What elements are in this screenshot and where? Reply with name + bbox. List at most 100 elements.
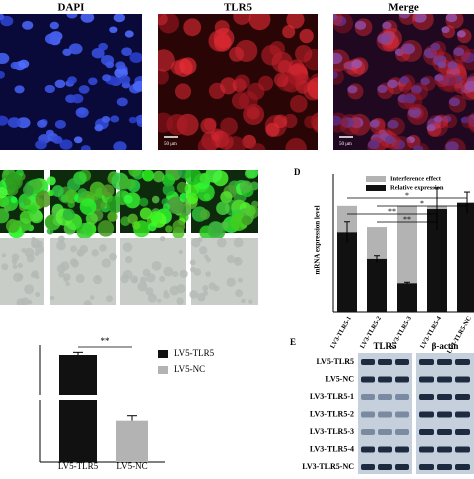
actin-band bbox=[419, 394, 434, 400]
significance-label: ** bbox=[403, 215, 411, 224]
nucleus bbox=[441, 26, 450, 34]
nucleus bbox=[413, 145, 424, 150]
green-cell bbox=[51, 185, 64, 197]
green-cell bbox=[162, 183, 175, 196]
bf-cell bbox=[202, 290, 209, 296]
tlr5-signal bbox=[283, 113, 298, 129]
nucleus bbox=[80, 14, 95, 23]
tlr5-signal bbox=[235, 39, 258, 62]
bf-cell bbox=[178, 249, 184, 255]
green-cell bbox=[5, 172, 23, 191]
nucleus bbox=[387, 79, 398, 89]
legend-label: LV5-NC bbox=[174, 364, 205, 374]
micrograph bbox=[0, 14, 142, 150]
tlr5-signal bbox=[277, 59, 292, 74]
bar bbox=[397, 283, 417, 312]
green-cell bbox=[118, 177, 132, 190]
tlr5-band bbox=[378, 446, 392, 453]
nucleus bbox=[7, 117, 21, 128]
tlr5-signal bbox=[234, 74, 250, 90]
tlr5-band bbox=[378, 376, 392, 383]
bf-cell bbox=[101, 258, 112, 268]
tlr5-signal bbox=[217, 133, 234, 150]
green-cell bbox=[107, 211, 118, 222]
green-cell bbox=[244, 205, 256, 217]
green-cell bbox=[89, 181, 106, 197]
tlr5-signal bbox=[460, 48, 474, 71]
nucleus bbox=[115, 61, 126, 70]
nucleus bbox=[110, 115, 120, 123]
bf-cell bbox=[30, 272, 37, 279]
nucleus bbox=[73, 136, 83, 144]
bf-cell bbox=[179, 269, 188, 278]
nucleus bbox=[369, 119, 380, 128]
nucleus bbox=[399, 76, 410, 84]
bf-cell bbox=[13, 272, 23, 283]
nucleus bbox=[467, 114, 474, 124]
nucleus bbox=[333, 14, 338, 21]
bf-cell bbox=[89, 295, 95, 300]
nucleus bbox=[105, 61, 115, 69]
green-cell bbox=[151, 195, 160, 204]
nucleus bbox=[113, 14, 126, 23]
nucleus bbox=[35, 140, 47, 150]
actin-band bbox=[437, 376, 452, 383]
tlr5-signal bbox=[347, 83, 364, 100]
bf-cell bbox=[241, 298, 246, 304]
tlr5-signal bbox=[411, 14, 434, 31]
bf-cell bbox=[24, 247, 35, 258]
actin-band bbox=[419, 359, 434, 365]
actin-band bbox=[437, 446, 452, 453]
nucleus bbox=[420, 77, 430, 86]
tlr5-band bbox=[395, 464, 409, 470]
tlr5-signal bbox=[238, 91, 258, 111]
actin-band bbox=[455, 429, 470, 435]
nucleus bbox=[16, 117, 31, 129]
tlr5-signal bbox=[174, 83, 192, 100]
tlr5-signal bbox=[434, 72, 450, 88]
green-cell bbox=[149, 210, 163, 224]
bar bbox=[59, 400, 97, 462]
legend-label: LV5-TLR5 bbox=[174, 348, 215, 358]
bf-cell bbox=[35, 291, 41, 297]
bf-cell bbox=[193, 268, 202, 276]
green-cell bbox=[35, 190, 53, 208]
actin-band bbox=[455, 411, 470, 418]
tlr5-signal bbox=[387, 77, 405, 95]
bar bbox=[367, 258, 387, 312]
tlr5-signal bbox=[183, 18, 202, 37]
bf-cell bbox=[199, 246, 208, 255]
green-cell bbox=[67, 178, 81, 192]
blot-row: LV5-TLR5 bbox=[317, 357, 355, 366]
bf-cell bbox=[75, 273, 85, 284]
bar bbox=[457, 202, 474, 312]
y-axis-label: mRNA expression level bbox=[314, 205, 322, 274]
bf-cell bbox=[125, 255, 133, 264]
nucleus bbox=[456, 30, 466, 38]
tlr5-signal bbox=[273, 72, 289, 88]
nucleus bbox=[351, 59, 363, 69]
tlr5-band bbox=[378, 394, 392, 400]
tlr5-band bbox=[395, 394, 409, 400]
tlr5-signal bbox=[445, 14, 464, 29]
bf-cell bbox=[191, 238, 201, 248]
bar bbox=[337, 232, 357, 312]
tlr5-band bbox=[361, 429, 375, 435]
nucleus bbox=[44, 33, 59, 45]
bar bbox=[427, 209, 447, 312]
actin-band bbox=[437, 411, 452, 418]
bf-cell bbox=[1, 253, 6, 258]
legend-label: Interference effect bbox=[390, 175, 442, 182]
nucleus bbox=[91, 48, 105, 59]
actin-band bbox=[437, 394, 452, 400]
legend-label: Relative expression bbox=[390, 184, 444, 191]
bf-cell bbox=[233, 256, 243, 266]
significance-label: ** bbox=[101, 336, 111, 346]
tlr5-signal bbox=[248, 14, 271, 31]
significance-label: * bbox=[420, 199, 424, 208]
bf-cell bbox=[16, 298, 26, 305]
nucleus bbox=[412, 14, 427, 23]
nucleus bbox=[128, 116, 137, 124]
tlr5-signal bbox=[448, 95, 467, 113]
nucleus bbox=[54, 79, 66, 89]
